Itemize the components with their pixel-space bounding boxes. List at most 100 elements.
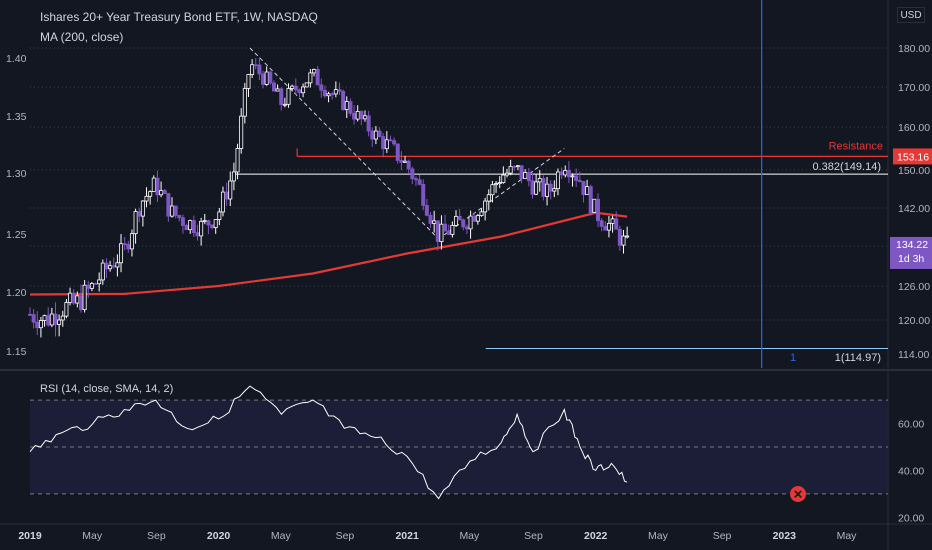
candle-body xyxy=(377,130,382,138)
left-axis-tick: 1.25 xyxy=(6,229,27,241)
candle-body xyxy=(515,165,520,168)
last-price-tag xyxy=(890,236,932,269)
left-axis-tick: 1.15 xyxy=(6,346,27,358)
candle-body xyxy=(122,243,127,246)
candle-body xyxy=(592,198,597,213)
candle-body xyxy=(49,313,54,326)
candle-body xyxy=(439,223,444,242)
candle-body xyxy=(129,233,134,250)
trendline-down xyxy=(249,47,439,240)
time-axis-tick: May xyxy=(82,530,103,542)
candle-body xyxy=(585,186,590,196)
candle-body xyxy=(180,217,185,226)
price-axis-tick: 120.00 xyxy=(898,315,930,327)
candle-body xyxy=(581,181,586,196)
candle-body xyxy=(148,191,153,197)
candle-body xyxy=(541,178,546,197)
time-axis-tick: 2021 xyxy=(395,530,419,542)
rsi-layer: ✕ xyxy=(29,385,806,502)
candle-body xyxy=(555,171,560,190)
price-axis-tick: 160.00 xyxy=(898,122,930,134)
price-axis-tick: 170.00 xyxy=(898,82,930,94)
candle-body xyxy=(403,160,408,163)
candle-body xyxy=(464,226,469,230)
candle-body xyxy=(93,283,98,285)
last-price-text: 134.22 xyxy=(896,239,928,251)
candle-body xyxy=(97,279,102,285)
ma-layer xyxy=(29,211,628,296)
candle-body xyxy=(486,194,491,202)
rsi-background xyxy=(30,399,888,495)
candle-body xyxy=(417,179,422,185)
rsi-indicator-label[interactable]: RSI (14, close, SMA, 14, 2) xyxy=(40,383,174,395)
fib-start-label: 1 xyxy=(790,352,796,364)
candle-body xyxy=(188,220,193,231)
candle-body xyxy=(366,115,371,132)
candle-body xyxy=(68,292,73,303)
candle-body xyxy=(483,200,488,213)
candle-body xyxy=(86,284,91,289)
time-axis-tick: May xyxy=(271,530,292,542)
time-axis-tick: Sep xyxy=(147,530,166,542)
candle-body xyxy=(446,230,451,235)
time-axis-tick: May xyxy=(459,530,480,542)
time-axis-tick: Sep xyxy=(524,530,543,542)
candle-body xyxy=(253,64,258,67)
candle-body xyxy=(596,198,601,222)
candle-body xyxy=(370,130,375,140)
candle-body xyxy=(162,190,167,194)
candle-body xyxy=(392,140,397,145)
candle-body xyxy=(577,180,582,182)
candle-body xyxy=(617,228,622,246)
candle-body xyxy=(202,220,207,223)
candle-body xyxy=(563,170,568,176)
candle-body xyxy=(606,222,611,231)
candle-body xyxy=(115,262,120,268)
candle-body xyxy=(151,177,156,193)
candle-body xyxy=(46,315,51,326)
candle-body xyxy=(348,101,353,114)
fib-1-label: 1(114.97) xyxy=(835,352,881,364)
left-axis-tick: 1.40 xyxy=(6,53,27,65)
candle-body xyxy=(333,89,338,95)
time-axis-tick: 2019 xyxy=(18,530,42,542)
candle-body xyxy=(275,88,280,92)
axes-layer: 180.00170.00160.00150.00142.00134.00126.… xyxy=(6,43,930,542)
candle-body xyxy=(53,313,58,325)
candle-body xyxy=(75,295,80,304)
trendline-up xyxy=(438,148,565,240)
candle-body xyxy=(337,89,342,92)
candle-body xyxy=(64,302,69,317)
candle-body xyxy=(508,165,513,174)
candle-body xyxy=(588,186,593,213)
candle-body xyxy=(497,182,502,185)
candle-body xyxy=(421,184,426,206)
candle-body xyxy=(435,220,440,242)
candle-body xyxy=(512,165,517,168)
candle-body xyxy=(395,143,400,161)
candle-body xyxy=(177,215,182,219)
candle-body xyxy=(454,215,459,226)
candle-body xyxy=(457,215,462,221)
candle-body xyxy=(494,183,499,186)
candle-body xyxy=(235,148,240,173)
time-axis-tick: Sep xyxy=(336,530,355,542)
candle-body xyxy=(574,175,579,181)
currency-selector[interactable]: USD xyxy=(897,7,925,23)
candle-body xyxy=(159,190,164,196)
time-axis-tick: 2022 xyxy=(584,530,608,542)
candle-body xyxy=(71,292,76,304)
candle-body xyxy=(35,321,40,329)
candle-body xyxy=(301,86,306,94)
candle-body xyxy=(89,283,94,289)
candle-body xyxy=(78,295,83,310)
time-axis-tick: May xyxy=(648,530,669,542)
candle-body xyxy=(559,171,564,176)
ma-indicator-label[interactable]: MA (200, close) xyxy=(40,30,124,44)
candle-body xyxy=(199,220,204,237)
rsi-axis-tick: 60.00 xyxy=(898,419,924,431)
candle-body xyxy=(210,224,215,228)
candle-body xyxy=(250,64,255,75)
candle-body xyxy=(133,211,138,235)
